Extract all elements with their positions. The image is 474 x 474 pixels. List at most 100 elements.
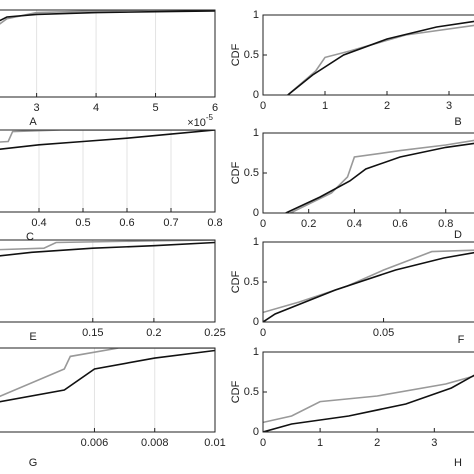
- x-tick-label: 3: [34, 102, 40, 114]
- x-tick-label: 0: [260, 437, 266, 449]
- x-multiplier-base: ×10: [187, 117, 206, 129]
- x-tick-label: 2: [374, 437, 380, 449]
- y-tick-label: 1: [253, 127, 259, 139]
- plot-lines: [0, 240, 215, 257]
- x-tick-label: 0.008: [141, 437, 169, 449]
- y-tick-label: 0: [253, 316, 259, 328]
- axes-background: [0, 348, 215, 432]
- x-tick-label: 1: [317, 437, 323, 449]
- x-tick-label: 0: [260, 327, 266, 339]
- panel-label: D: [454, 229, 462, 241]
- x-tick-label: 3: [446, 100, 452, 112]
- cdf-line: [0, 240, 215, 251]
- panel: 0 0.05 0 0.5 1 CDF F: [230, 236, 474, 346]
- y-axis-label: CDF: [230, 161, 242, 184]
- cdf-line: [263, 249, 474, 314]
- panel-label: A: [29, 116, 37, 128]
- y-axis-label: CDF: [230, 380, 242, 403]
- axes-frame: [262, 351, 474, 433]
- plot-lines: [285, 139, 474, 213]
- x-tick-label: 0.006: [81, 437, 109, 449]
- cdf-line: [290, 139, 474, 213]
- axes-frame: [0, 9, 216, 98]
- y-axis-label: CDF: [230, 270, 242, 293]
- x-multiplier: ×10-5: [187, 113, 213, 129]
- cdf-line: [287, 20, 474, 95]
- axes-frame: [0, 129, 216, 213]
- panel-label: C: [26, 231, 34, 243]
- plot-lines: [0, 10, 215, 25]
- x-tick-label: 5: [152, 102, 158, 114]
- x-tick-label: 0.6: [392, 218, 407, 230]
- x-tick-label: 2: [384, 100, 390, 112]
- x-tick-label: 0.15: [82, 327, 103, 339]
- axes-frame: [0, 239, 216, 323]
- cdf-line: [0, 130, 215, 143]
- x-multiplier-exponent: -5: [206, 113, 214, 122]
- axes-background: [0, 130, 215, 212]
- panel-label: E: [29, 331, 36, 343]
- panel-label: F: [458, 334, 465, 346]
- plot-lines: [0, 348, 215, 403]
- y-tick-label: 0: [253, 207, 259, 219]
- cdf-line: [0, 10, 215, 22]
- panel: 0.006 0.008 0.01 G: [0, 347, 226, 469]
- panel: 0 1 2 3 0 0.5 1 CDF B: [230, 9, 474, 128]
- x-tick-label: 0.6: [119, 217, 134, 229]
- axes-background: [0, 240, 215, 322]
- y-tick-label: 0.5: [244, 49, 259, 61]
- plot-lines: [263, 374, 474, 432]
- axes-background: [263, 242, 474, 322]
- y-tick-label: 1: [253, 9, 259, 21]
- cdf-line: [0, 130, 215, 150]
- panel: 0 1 2 3 0 0.5 1 CDF H: [230, 346, 474, 469]
- y-axis-label: CDF: [230, 43, 242, 66]
- x-tick-label: 0: [260, 218, 266, 230]
- y-tick-label: 1: [253, 236, 259, 248]
- x-tick-label: 1: [322, 100, 328, 112]
- axes-frame: [0, 347, 216, 433]
- axes-frame: [262, 132, 474, 214]
- panel: 0 0.2 0.4 0.6 0.8 0 0.5 1 CDF D: [230, 127, 474, 241]
- x-tick-label: 0.8: [438, 218, 453, 230]
- x-tick-label: 0.4: [31, 217, 46, 229]
- axes-frame: [262, 14, 474, 96]
- x-tick-label: 0.2: [301, 218, 316, 230]
- cdf-line: [263, 374, 474, 432]
- x-tick-label: 0.8: [207, 217, 222, 229]
- cdf-line: [0, 349, 215, 403]
- cdf-line: [0, 241, 215, 257]
- axes-background: [0, 10, 215, 97]
- cdf-line: [263, 375, 474, 424]
- cdf-line: [285, 142, 474, 213]
- panel-label: B: [454, 116, 461, 128]
- x-tick-label: 3: [431, 437, 437, 449]
- x-tick-label: 0.2: [146, 327, 161, 339]
- x-tick-label: 0.01: [204, 437, 225, 449]
- panel: 0.15 0.2 0.25 E: [0, 239, 226, 343]
- cdf-line: [287, 24, 474, 95]
- cdf-line: [263, 251, 474, 322]
- x-tick-label: 6: [212, 102, 218, 114]
- plot-lines: [263, 249, 474, 322]
- x-tick-label: 0.4: [347, 218, 362, 230]
- x-tick-label: 0: [260, 100, 266, 112]
- y-tick-label: 0.5: [244, 386, 259, 398]
- y-tick-label: 1: [253, 346, 259, 358]
- axes-frame: [262, 241, 474, 323]
- x-tick-label: 0.25: [204, 327, 225, 339]
- panel-label: H: [454, 457, 462, 469]
- x-tick-label: 0.05: [373, 327, 394, 339]
- panel: 0.4 0.5 0.6 0.7 0.8 C: [0, 129, 223, 243]
- y-tick-label: 0: [253, 89, 259, 101]
- y-tick-label: 0.5: [244, 276, 259, 288]
- cdf-line: [0, 10, 215, 25]
- x-tick-label: 4: [93, 102, 99, 114]
- panel-label: G: [29, 457, 38, 469]
- plot-lines: [0, 130, 215, 150]
- x-tick-label: 0.7: [163, 217, 178, 229]
- plot-lines: [287, 20, 474, 95]
- y-tick-label: 0: [253, 426, 259, 438]
- x-tick-label: 0.5: [75, 217, 90, 229]
